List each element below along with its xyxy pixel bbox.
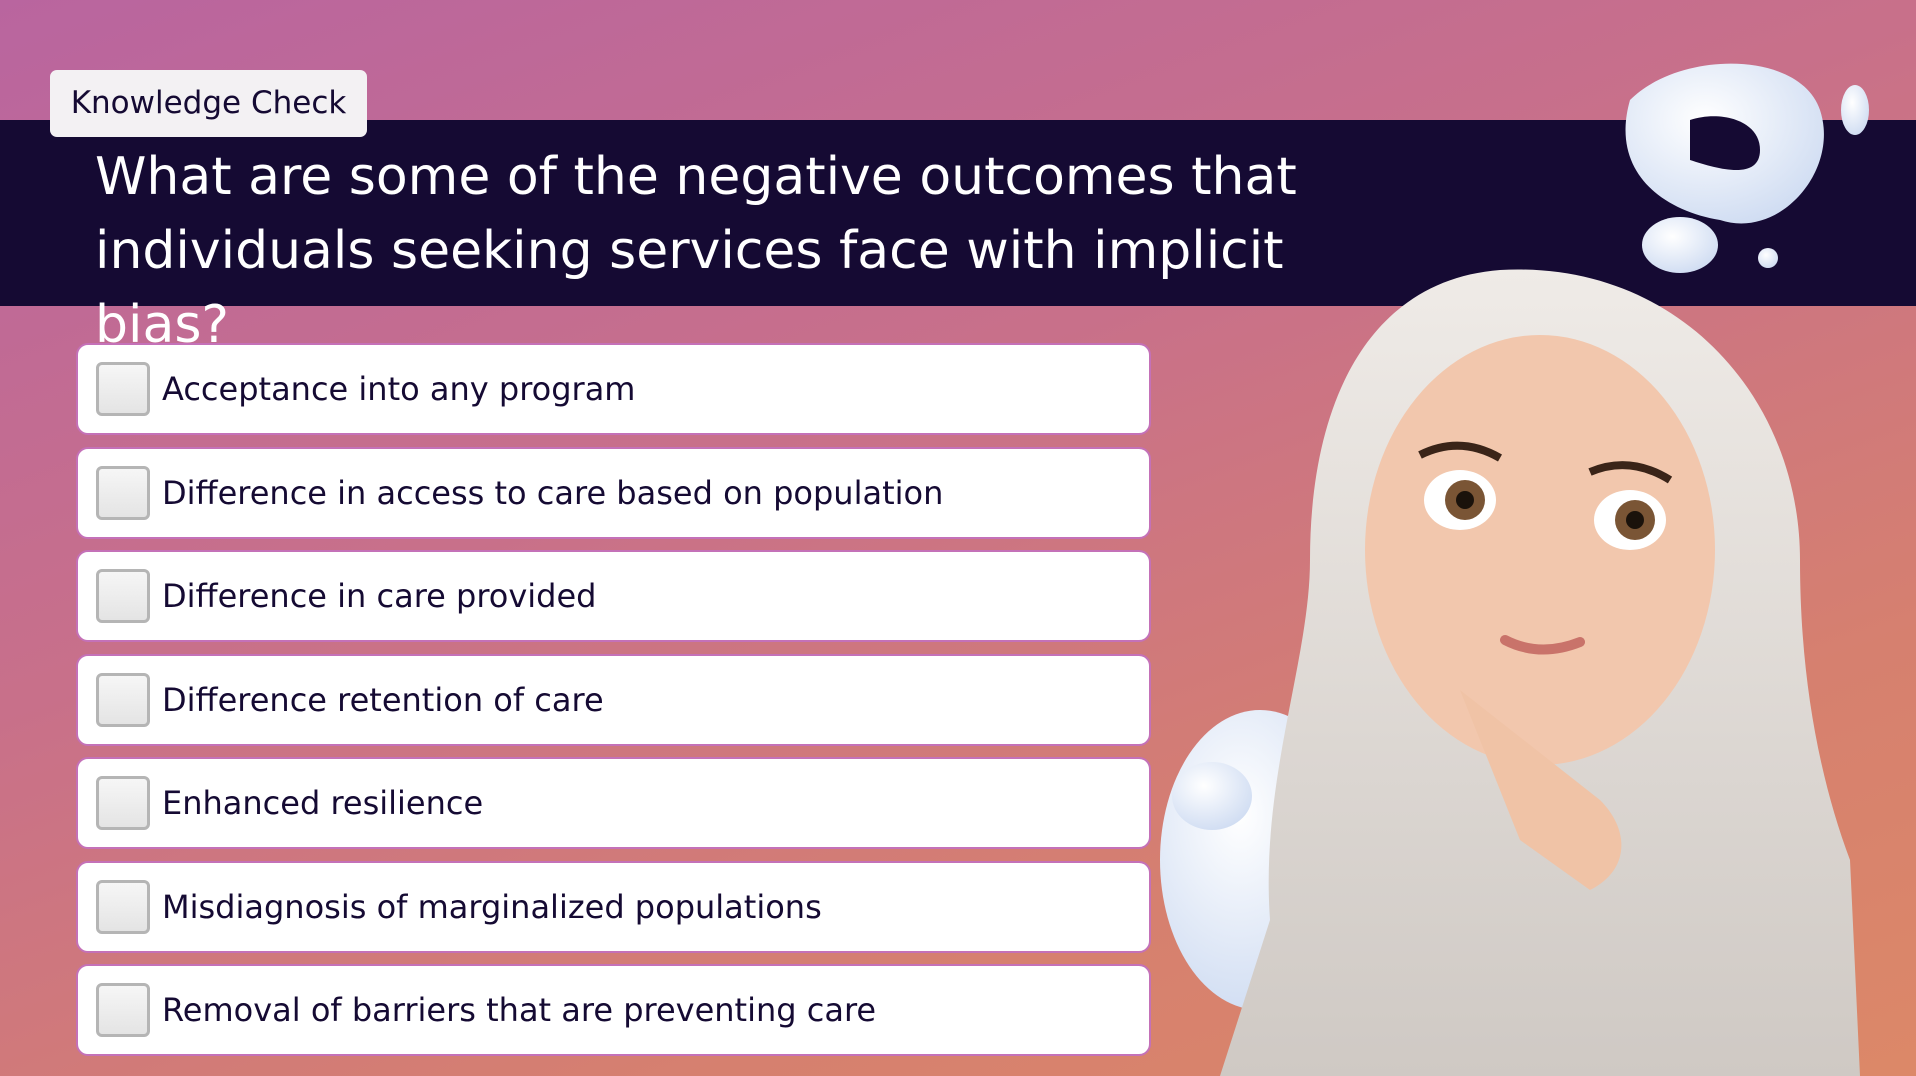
option-label: Difference in access to care based on po… <box>162 473 944 512</box>
checkbox[interactable] <box>96 465 150 520</box>
option-label: Difference in care provided <box>162 577 597 615</box>
tag-label: Knowledge Check <box>50 70 367 137</box>
option-card[interactable]: Acceptance into any program <box>76 343 1151 435</box>
option-card[interactable]: Removal of barriers that are preventing … <box>76 964 1151 1056</box>
option-card[interactable]: Misdiagnosis of marginalized populations <box>76 860 1151 953</box>
option-card[interactable]: Difference retention of care <box>76 653 1151 746</box>
checkbox[interactable] <box>96 672 150 727</box>
option-label: Acceptance into any program <box>162 370 636 408</box>
question-banner <box>0 120 1916 306</box>
checkbox[interactable] <box>96 569 150 623</box>
option-label: Misdiagnosis of marginalized populations <box>162 887 822 926</box>
option-label: Removal of barriers that are preventing … <box>162 991 877 1029</box>
option-card[interactable]: Difference in access to care based on po… <box>76 446 1151 539</box>
checkbox[interactable] <box>96 362 150 416</box>
option-label: Difference retention of care <box>162 680 604 719</box>
thinking-illustration <box>1160 63 1869 1076</box>
option-card[interactable]: Difference in care provided <box>76 550 1151 642</box>
checkbox[interactable] <box>96 776 150 830</box>
question-text: What are some of the negative outcomes t… <box>95 147 1297 355</box>
option-card[interactable]: Enhanced resilience <box>76 757 1151 849</box>
option-label: Enhanced resilience <box>162 784 484 822</box>
checkbox[interactable] <box>96 983 150 1037</box>
checkbox[interactable] <box>96 879 150 934</box>
